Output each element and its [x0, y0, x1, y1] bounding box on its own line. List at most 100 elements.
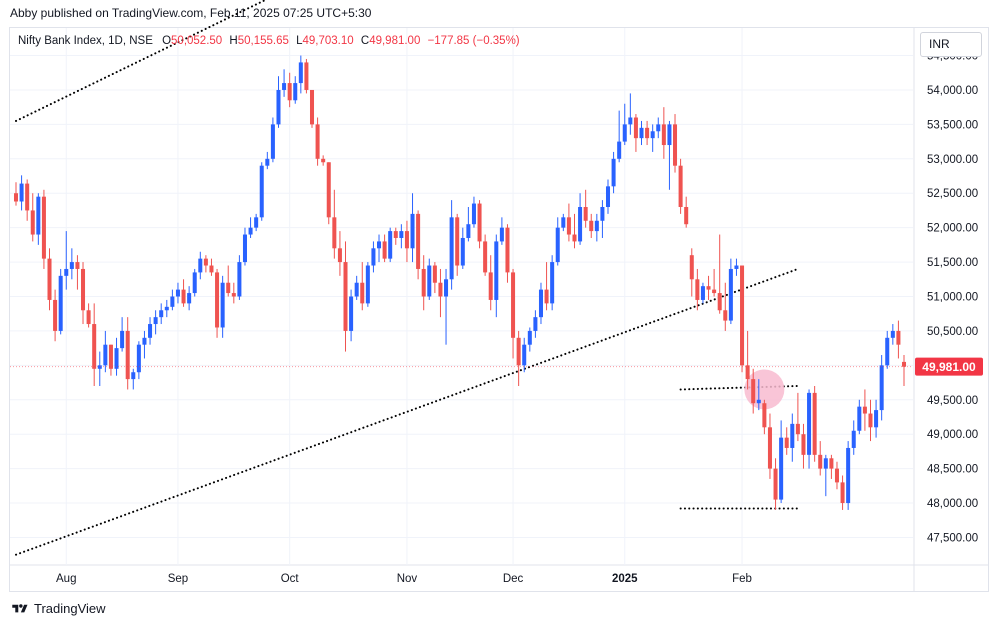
candle-body [650, 131, 655, 139]
candle [561, 213, 566, 232]
candle [460, 227, 465, 269]
candle [751, 368, 756, 414]
footer-brand[interactable]: TradingView [10, 601, 106, 616]
symbol-name[interactable]: Nifty Bank Index, 1D, NSE [18, 35, 153, 47]
time-tick-label: Dec [503, 573, 524, 585]
candle-body [561, 217, 566, 228]
time-tick-label: Nov [397, 573, 418, 585]
candle-body [326, 162, 331, 218]
candle [309, 89, 315, 128]
candle [578, 193, 583, 245]
candle [64, 231, 69, 290]
candle-body [41, 196, 46, 259]
candle-body [834, 468, 839, 483]
close-label: C [360, 35, 370, 47]
candle-body [745, 365, 750, 380]
candle-body [159, 310, 164, 318]
candle-body [639, 127, 644, 139]
candle [829, 454, 834, 479]
candle-body [25, 183, 30, 211]
candle [650, 124, 655, 152]
candle [198, 251, 203, 280]
time-tick-label: Oct [281, 573, 300, 585]
candle [488, 255, 493, 311]
candle [343, 241, 348, 352]
candle-body [673, 124, 678, 166]
candle-body [578, 207, 583, 242]
candle [862, 389, 867, 431]
candle [270, 117, 275, 163]
time-tick-label: 2025 [612, 573, 638, 585]
candle [628, 93, 633, 135]
candle-body [700, 286, 705, 300]
candle [896, 320, 901, 359]
candle-body [399, 231, 404, 238]
candle-body [795, 423, 800, 435]
candle [773, 458, 778, 510]
candle [756, 379, 761, 411]
currency-selector[interactable]: INR [920, 32, 982, 57]
candle-body [868, 413, 873, 428]
candle [175, 282, 180, 304]
candle-body [438, 282, 443, 297]
change-value: −177.85 (−0.35%) [427, 35, 520, 47]
candle-body [706, 286, 711, 290]
candle-body [64, 268, 69, 276]
candle-body [315, 124, 320, 159]
candle-body [740, 265, 745, 366]
high-label: H [229, 35, 238, 47]
candle-body [321, 158, 326, 163]
candle-body [494, 241, 499, 300]
candle [75, 255, 80, 290]
candle-body [332, 217, 337, 249]
candle-body [388, 231, 393, 259]
candle-body [276, 89, 281, 125]
candle-body [377, 241, 382, 249]
candle-body [164, 306, 169, 311]
candle [131, 368, 136, 390]
candle [684, 196, 689, 228]
candle-body [181, 289, 186, 304]
candle [533, 310, 538, 338]
candle-body [499, 227, 504, 242]
candle-body [466, 224, 471, 238]
candle [315, 117, 320, 166]
candle-body [874, 410, 879, 428]
candle-body [175, 289, 180, 297]
candle-body [890, 330, 895, 338]
candle-body [471, 203, 476, 225]
candle [633, 114, 638, 152]
candle [293, 76, 298, 104]
candle-body [270, 124, 275, 159]
candle [153, 310, 158, 335]
candle [455, 213, 460, 276]
candle [265, 151, 270, 170]
candle [237, 255, 242, 300]
candle-body [293, 83, 298, 101]
candle-body [488, 272, 493, 300]
candle-body [432, 265, 437, 283]
candle [879, 355, 884, 421]
candle-body [131, 372, 136, 380]
candle [745, 330, 750, 390]
candle [572, 213, 577, 249]
candle-body [511, 272, 516, 338]
candle [779, 420, 784, 504]
candle-body [209, 265, 214, 273]
candle-body [410, 213, 415, 249]
price-axis: 47,500.00 48,000.00 48,500.00 49,000.00 49,5… [927, 51, 978, 545]
candle-body [717, 293, 722, 311]
candle [449, 200, 454, 290]
candle-body [516, 337, 521, 366]
candle-body [237, 262, 242, 297]
candle [393, 227, 398, 245]
candle-body [455, 217, 460, 266]
candle [136, 341, 141, 380]
candle-body [773, 468, 778, 500]
candle-body [97, 365, 102, 369]
candle-body [734, 265, 739, 269]
candle [678, 158, 683, 214]
candle-body [47, 258, 52, 300]
candle-body [656, 124, 661, 132]
